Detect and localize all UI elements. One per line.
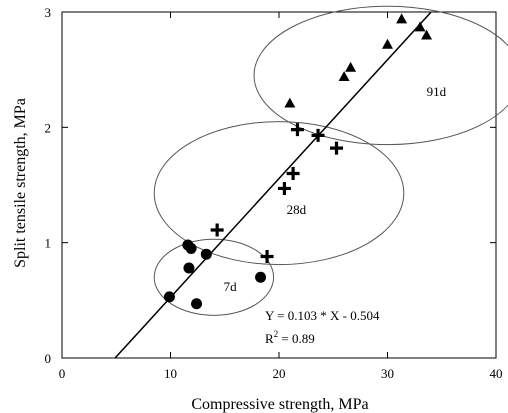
point-91d [284, 97, 296, 108]
x-axis-title: Compressive strength, MPa [191, 396, 368, 413]
y-tick-label: 0 [45, 351, 52, 366]
point-91d [396, 13, 408, 24]
group-ellipses: 7d 28d 91d [153, 5, 508, 316]
x-tick-label: 40 [490, 366, 503, 381]
regression-equation: Y = 0.103 * X - 0.504 [265, 308, 380, 323]
point-7d [185, 242, 197, 254]
y-tick-label: 3 [45, 5, 52, 20]
y-tick-label: 1 [45, 236, 52, 251]
x-tick-label: 10 [164, 366, 177, 381]
x-tick-label: 20 [273, 366, 286, 381]
group-label-7d: 7d [224, 279, 238, 294]
point-91d [421, 29, 433, 40]
point-28d [290, 123, 304, 137]
r-squared-value: = 0.89 [278, 331, 315, 346]
r-squared-label: R2 = 0.89 [265, 329, 315, 346]
point-91d [414, 21, 426, 32]
y-axis-title: Split tensile strength, MPa [12, 98, 29, 268]
point-28d [260, 250, 274, 264]
point-7d [183, 262, 195, 274]
r-squared-prefix: R [265, 331, 274, 346]
data-points [163, 13, 433, 310]
regression-line-group [114, 11, 432, 359]
point-7d [255, 271, 267, 283]
regression-line [114, 11, 432, 359]
group-ellipse-28d [153, 121, 405, 266]
y-tick-label: 2 [45, 120, 52, 135]
x-tick-label: 0 [59, 366, 66, 381]
axes [61, 11, 497, 359]
point-28d [210, 223, 224, 237]
point-28d [277, 181, 291, 195]
group-label-28d: 28d [287, 202, 307, 217]
tick-marks [61, 11, 497, 359]
point-7d [163, 291, 175, 303]
point-91d [338, 71, 350, 81]
group-ellipse-91d [253, 5, 508, 146]
point-7d [200, 248, 212, 260]
r-squared-exponent: 2 [274, 329, 279, 339]
point-91d [345, 61, 357, 72]
point-91d [382, 38, 393, 49]
x-tick-label: 30 [381, 366, 394, 381]
plot-frame [61, 11, 497, 359]
group-label-91d: 91d [427, 84, 447, 99]
point-28d [286, 166, 300, 180]
tick-labels: 0 10 20 30 40 0 1 2 3 [45, 5, 503, 381]
point-28d [330, 141, 344, 155]
point-28d [311, 128, 325, 142]
point-7d [191, 298, 203, 310]
group-ellipse-7d [153, 238, 275, 316]
